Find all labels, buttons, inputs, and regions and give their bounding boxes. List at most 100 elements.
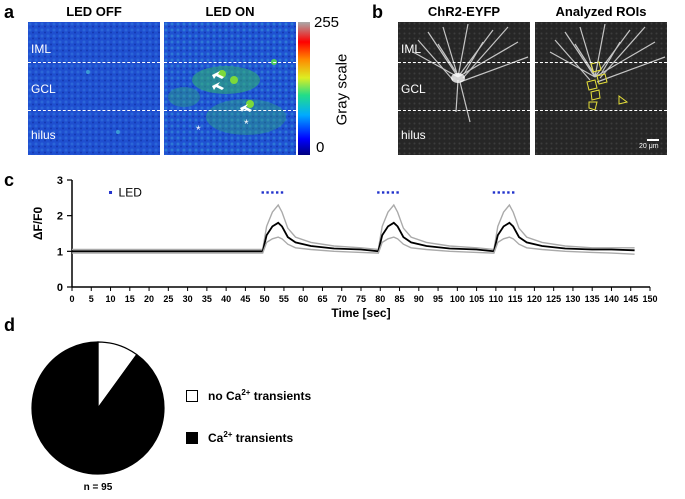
led-marker-2 [492,191,496,194]
led-marker-2 [512,191,515,194]
panel-d-letter: d [4,315,15,335]
led-marker-0 [280,191,284,194]
arrow-icon [212,71,224,79]
iml-gcl-boundary [535,62,667,63]
x-tick-label: 125 [546,294,561,304]
panel-a-letter: a [4,2,15,22]
region-label-hilus: hilus [401,128,426,142]
series-line-1 [72,221,635,253]
x-tick-label: 55 [279,294,289,304]
arrow-icon [212,82,224,90]
x-tick-label: 90 [414,294,424,304]
pie-chart [31,341,165,475]
x-tick-label: 150 [642,294,657,304]
gcl-hilus-boundary [28,110,160,111]
micrograph-led-off-texture [28,22,160,155]
x-tick-label: 105 [469,294,484,304]
x-tick-label: 35 [202,294,212,304]
led-marker-0 [266,191,269,194]
x-tick-label: 110 [489,294,504,304]
led-marker-0 [271,191,274,194]
micrograph-led-on: * * [164,22,296,155]
legend-transients: Ca2+ transients [186,430,293,445]
region-label-gcl: GCL [401,82,426,96]
x-tick-label: 30 [183,294,193,304]
panel-b-title-rois: Analyzed ROIs [555,4,647,19]
panel-b-letter: b [372,2,383,22]
x-tick-label: 25 [163,294,173,304]
region-label-hilus: hilus [31,128,56,142]
x-tick-label: 45 [240,294,250,304]
iml-gcl-boundary [28,62,160,63]
panel-a-title-off: LED OFF [66,4,122,19]
legend-led-marker [109,190,113,194]
x-tick-label: 15 [125,294,135,304]
micrograph-chr2-eyfp: IML GCL hilus [398,22,530,155]
x-axis-label: Time [sec] [331,306,390,320]
x-tick-label: 130 [565,294,580,304]
y-tick-label: 2 [57,211,63,223]
x-tick-label: 95 [433,294,443,304]
colorbar-axis-label: Gray scale [333,53,351,126]
x-tick-label: 65 [317,294,327,304]
colorbar-max-label: 255 [314,14,340,31]
pie-slice-1 [31,341,165,475]
x-tick-label: 85 [395,294,405,304]
x-tick-label: 135 [585,294,600,304]
gcl-hilus-boundary [535,110,667,111]
led-marker-2 [497,191,500,194]
led-marker-2 [507,191,510,194]
x-tick-label: 20 [144,294,154,304]
legend-label-no-transients: no Ca2+ transients [208,388,312,403]
led-marker-1 [386,191,390,194]
iml-gcl-boundary [398,62,530,63]
led-marker-1 [381,191,385,194]
micrograph-analyzed-rois: 20 μm [535,22,667,155]
region-label-iml: IML [401,42,422,56]
panel-c-letter: c [4,170,15,190]
gcl-hilus-boundary [164,110,296,111]
gcl-hilus-boundary [398,110,530,111]
x-tick-label: 100 [450,294,465,304]
series-line-0 [72,203,635,251]
led-marker-0 [261,191,264,194]
legend-swatch-white [186,389,198,402]
asterisk-icon: * [244,117,249,131]
scale-bar [647,139,659,141]
panel-b-title-eyfp: ChR2-EYFP [427,4,501,19]
x-tick-label: 120 [527,294,542,304]
x-tick-label: 115 [508,294,523,304]
legend-no-transients: no Ca2+ transients [186,388,311,403]
asterisk-icon: * [196,123,201,137]
led-marker-1 [391,191,394,194]
x-tick-label: 0 [69,294,74,304]
micrograph-led-off: IML GCL hilus [28,22,160,155]
region-label-iml: IML [31,42,52,56]
micrograph-led-on-texture: * * [164,22,296,155]
x-tick-label: 70 [337,294,347,304]
x-tick-label: 80 [375,294,385,304]
x-tick-label: 140 [604,294,619,304]
y-tick-label: 0 [57,282,63,294]
x-tick-label: 75 [356,294,366,304]
legend-swatch-black [186,431,198,444]
led-marker-1 [396,191,399,194]
y-axis-label: ΔF/F0 [31,207,45,241]
x-tick-label: 10 [106,294,116,304]
panel-a-title-on: LED ON [205,4,255,19]
colorbar [298,22,310,155]
led-marker-1 [377,191,380,194]
micrograph-chr2-texture [398,22,530,155]
iml-gcl-boundary [164,62,296,63]
x-tick-label: 40 [221,294,231,304]
x-tick-label: 145 [623,294,638,304]
y-tick-label: 3 [57,175,63,187]
micrograph-rois-texture [535,22,667,155]
legend-led-label: LED [119,185,143,199]
y-tick-label: 1 [57,246,63,258]
led-marker-0 [275,191,279,194]
pie-n-label: n = 95 [83,482,113,493]
x-tick-label: 60 [298,294,308,304]
series-line-2 [72,236,635,255]
